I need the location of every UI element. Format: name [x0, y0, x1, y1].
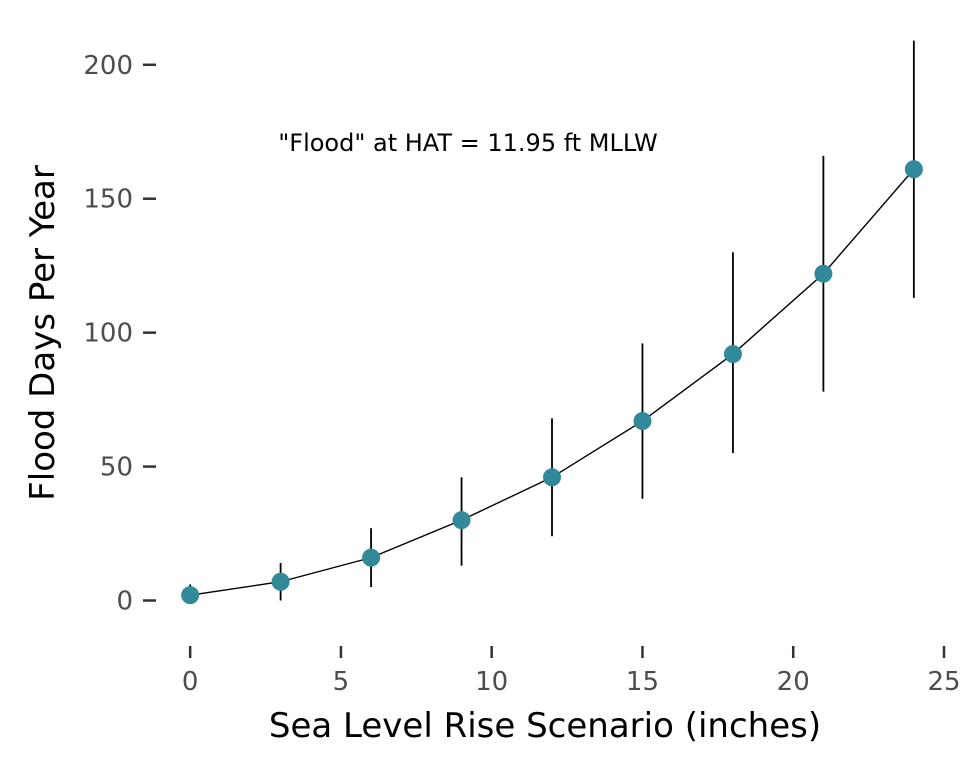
data-point: [181, 586, 200, 605]
x-axis: 0 5 10 15 20 25: [182, 646, 960, 697]
data-point: [723, 345, 742, 364]
x-tick-label: 15: [626, 667, 659, 697]
y-tick-label: 50: [100, 453, 133, 483]
data-point: [543, 468, 561, 487]
data-point: [452, 511, 471, 530]
data-point: [633, 412, 652, 431]
x-axis-title: Sea Level Rise Scenario (inches): [269, 706, 821, 746]
y-tick-label: 0: [116, 587, 133, 617]
data-point: [814, 264, 833, 283]
data-point: [271, 572, 290, 591]
x-tick-label: 10: [475, 667, 508, 697]
x-tick-label: 20: [777, 667, 810, 697]
x-tick-label: 5: [333, 667, 350, 697]
y-axis: 0 50 100 150 200: [83, 51, 156, 617]
x-tick-label: 25: [927, 667, 960, 697]
plot-area: [181, 40, 923, 605]
y-tick-label: 100: [83, 319, 133, 349]
y-tick-label: 150: [83, 185, 133, 215]
data-point: [362, 548, 381, 567]
y-tick-label: 200: [83, 51, 133, 81]
data-point: [904, 160, 923, 179]
x-tick-label: 0: [182, 667, 199, 697]
annotation-label: "Flood" at HAT = 11.95 ft MLLW: [278, 129, 658, 157]
y-axis-title: Flood Days Per Year: [23, 165, 63, 501]
